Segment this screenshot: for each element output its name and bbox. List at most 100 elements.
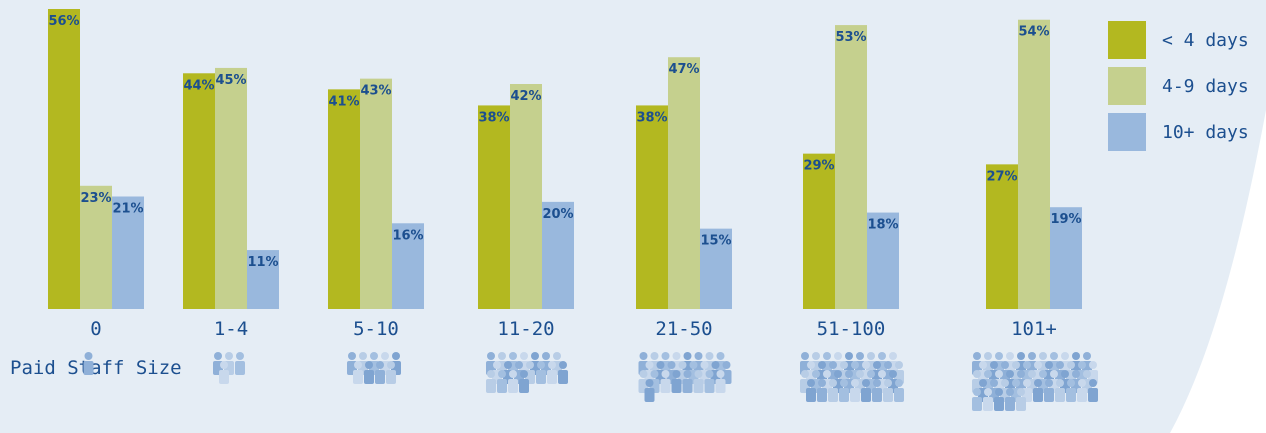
bar-value-label: 44% — [183, 78, 214, 93]
category-label: 51-100 — [817, 318, 886, 340]
category-label: 5-10 — [353, 318, 399, 340]
bar-21-50-1 — [636, 105, 668, 309]
person-icon — [235, 352, 245, 375]
bar-value-label: 54% — [1018, 25, 1049, 40]
bar-51-100-1 — [803, 153, 835, 309]
bar-value-label: 38% — [478, 110, 509, 125]
bar-value-label: 41% — [328, 94, 359, 109]
person-icon — [558, 361, 568, 384]
bar-1-4-2 — [215, 67, 247, 309]
person-icon — [715, 370, 726, 393]
bar-value-label: 56% — [48, 14, 79, 29]
legend-label: < 4 days — [1162, 30, 1249, 51]
bar-0-2 — [80, 185, 112, 309]
x-axis-title: Paid Staff Size — [10, 357, 182, 379]
person-icon — [693, 370, 704, 393]
bar-1-4-1 — [183, 73, 215, 310]
bar-labels-layer: 56%23%21%44% 45%11%41%43%16%38%42%20%38%4… — [48, 14, 1081, 270]
bar-value-label: 42% — [510, 89, 541, 104]
category-label: 11-20 — [497, 318, 554, 340]
person-icon — [872, 379, 882, 402]
bar-value-label: 53% — [835, 30, 866, 45]
bar-value-label: 20% — [542, 207, 573, 222]
bar-value-label: 45% — [215, 73, 246, 88]
bar-21-50-2 — [668, 57, 700, 309]
person-icon — [983, 388, 993, 411]
bar-value-label: 11% — [247, 255, 278, 270]
bar-5-10-2 — [360, 78, 392, 310]
person-icon — [508, 370, 518, 393]
bar-101+-3 — [1050, 207, 1082, 309]
bar-value-label: 29% — [803, 159, 834, 174]
bar-0-1 — [48, 9, 80, 309]
person-icon — [660, 370, 671, 393]
person-icon — [375, 361, 385, 384]
bar-5-10-3 — [392, 223, 424, 309]
person-icon — [839, 379, 849, 402]
legend-label: 10+ days — [1162, 122, 1249, 143]
bar-value-label: 43% — [360, 84, 391, 99]
person-icon — [704, 370, 715, 393]
bars-layer — [48, 9, 1082, 310]
person-icon — [1044, 379, 1054, 402]
person-icon — [817, 379, 827, 402]
bar-value-label: 27% — [986, 169, 1017, 184]
bar-11-20-3 — [542, 201, 574, 309]
category-label: 101+ — [1011, 318, 1057, 340]
category-label: 0 — [90, 318, 101, 340]
person-icon — [806, 379, 816, 402]
person-icon — [1016, 388, 1026, 411]
category-label: 21-50 — [655, 318, 712, 340]
bar-101+-1 — [986, 164, 1018, 309]
bar-51-100-2 — [835, 25, 867, 309]
person-icon — [994, 388, 1004, 411]
person-icon — [497, 370, 507, 393]
staff-icons-layer — [83, 352, 1098, 411]
person-icon — [671, 370, 682, 393]
person-icon — [1033, 379, 1043, 402]
bar-value-label: 16% — [392, 228, 423, 243]
bar-value-label: 18% — [867, 218, 898, 233]
person-icon — [547, 361, 557, 384]
bar-value-label: 38% — [636, 110, 667, 125]
bar-value-label: 15% — [700, 234, 731, 249]
bar-value-label: 19% — [1050, 212, 1081, 227]
person-icon — [972, 388, 982, 411]
person-icon — [1066, 379, 1076, 402]
bar-value-label: 47% — [668, 62, 699, 77]
person-icon — [353, 361, 363, 384]
legend-swatch — [1108, 21, 1146, 59]
person-icon — [219, 361, 229, 384]
bar-0-3 — [112, 196, 144, 309]
bar-1-4-3 — [247, 250, 279, 309]
person-icon — [386, 361, 396, 384]
person-icon — [861, 379, 871, 402]
person-icon — [519, 370, 529, 393]
person-icon — [1055, 379, 1065, 402]
legend-label: 4-9 days — [1162, 76, 1249, 97]
legend: < 4 days 4-9 days 10+ days — [1108, 21, 1249, 151]
person-icon — [1077, 379, 1087, 402]
bar-21-50-3 — [700, 228, 732, 309]
person-icon — [682, 370, 693, 393]
person-icon — [644, 379, 655, 402]
legend-swatch — [1108, 113, 1146, 151]
bar-5-10-1 — [328, 89, 360, 309]
person-icon — [850, 379, 860, 402]
category-labels-layer: 0 1-4 5-10 11-20 21-50 51-100 101+ — [90, 318, 1057, 340]
person-icon — [83, 352, 94, 375]
person-icon — [883, 379, 893, 402]
person-icon — [536, 361, 546, 384]
person-icon — [1088, 379, 1098, 402]
person-icon — [828, 379, 838, 402]
person-icon — [486, 370, 496, 393]
person-icon — [894, 379, 904, 402]
person-icon — [1005, 388, 1015, 411]
bar-101+-2 — [1018, 19, 1050, 309]
bar-51-100-3 — [867, 212, 899, 309]
bar-11-20-1 — [478, 105, 510, 309]
category-label: 1-4 — [214, 318, 248, 340]
legend-swatch — [1108, 67, 1146, 105]
